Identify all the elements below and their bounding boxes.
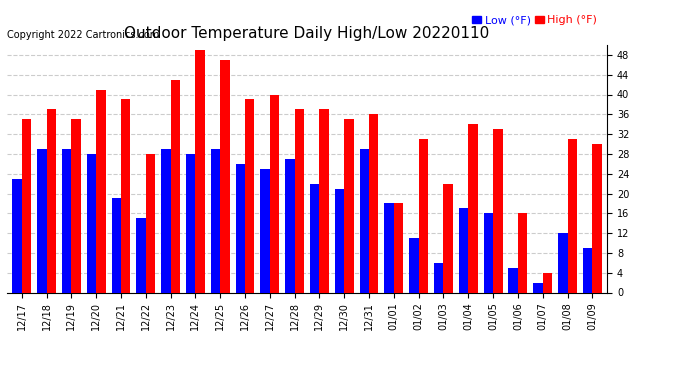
Bar [245, 99, 255, 292]
Bar [434, 263, 444, 292]
Bar [285, 159, 295, 292]
Text: Copyright 2022 Cartronics.com: Copyright 2022 Cartronics.com [7, 30, 159, 40]
Bar [493, 129, 502, 292]
Bar [419, 139, 428, 292]
Bar [146, 154, 155, 292]
Bar [469, 124, 477, 292]
Bar [186, 154, 195, 292]
Bar [310, 184, 319, 292]
Bar [170, 80, 180, 292]
Title: Outdoor Temperature Daily High/Low 20220110: Outdoor Temperature Daily High/Low 20220… [124, 26, 490, 41]
Bar [22, 119, 31, 292]
Bar [409, 238, 419, 292]
Bar [137, 218, 146, 292]
Bar [558, 233, 567, 292]
Bar [384, 203, 394, 292]
Bar [161, 149, 170, 292]
Bar [543, 273, 552, 292]
Bar [121, 99, 130, 292]
Bar [71, 119, 81, 292]
Bar [509, 268, 518, 292]
Bar [444, 184, 453, 292]
Bar [12, 178, 22, 292]
Bar [319, 110, 329, 292]
Bar [112, 198, 121, 292]
Bar [37, 149, 47, 292]
Bar [369, 114, 379, 292]
Bar [394, 203, 403, 292]
Bar [335, 189, 344, 292]
Bar [592, 144, 602, 292]
Bar [47, 110, 56, 292]
Bar [583, 248, 592, 292]
Bar [260, 169, 270, 292]
Bar [484, 213, 493, 292]
Bar [459, 209, 469, 292]
Bar [62, 149, 71, 292]
Bar [235, 164, 245, 292]
Bar [96, 90, 106, 292]
Bar [533, 283, 543, 292]
Legend: Low (°F), High (°F): Low (°F), High (°F) [468, 11, 602, 30]
Bar [295, 110, 304, 292]
Bar [220, 60, 230, 292]
Bar [344, 119, 354, 292]
Bar [195, 50, 205, 292]
Bar [270, 94, 279, 292]
Bar [87, 154, 96, 292]
Bar [211, 149, 220, 292]
Bar [567, 139, 577, 292]
Bar [518, 213, 527, 292]
Bar [359, 149, 369, 292]
